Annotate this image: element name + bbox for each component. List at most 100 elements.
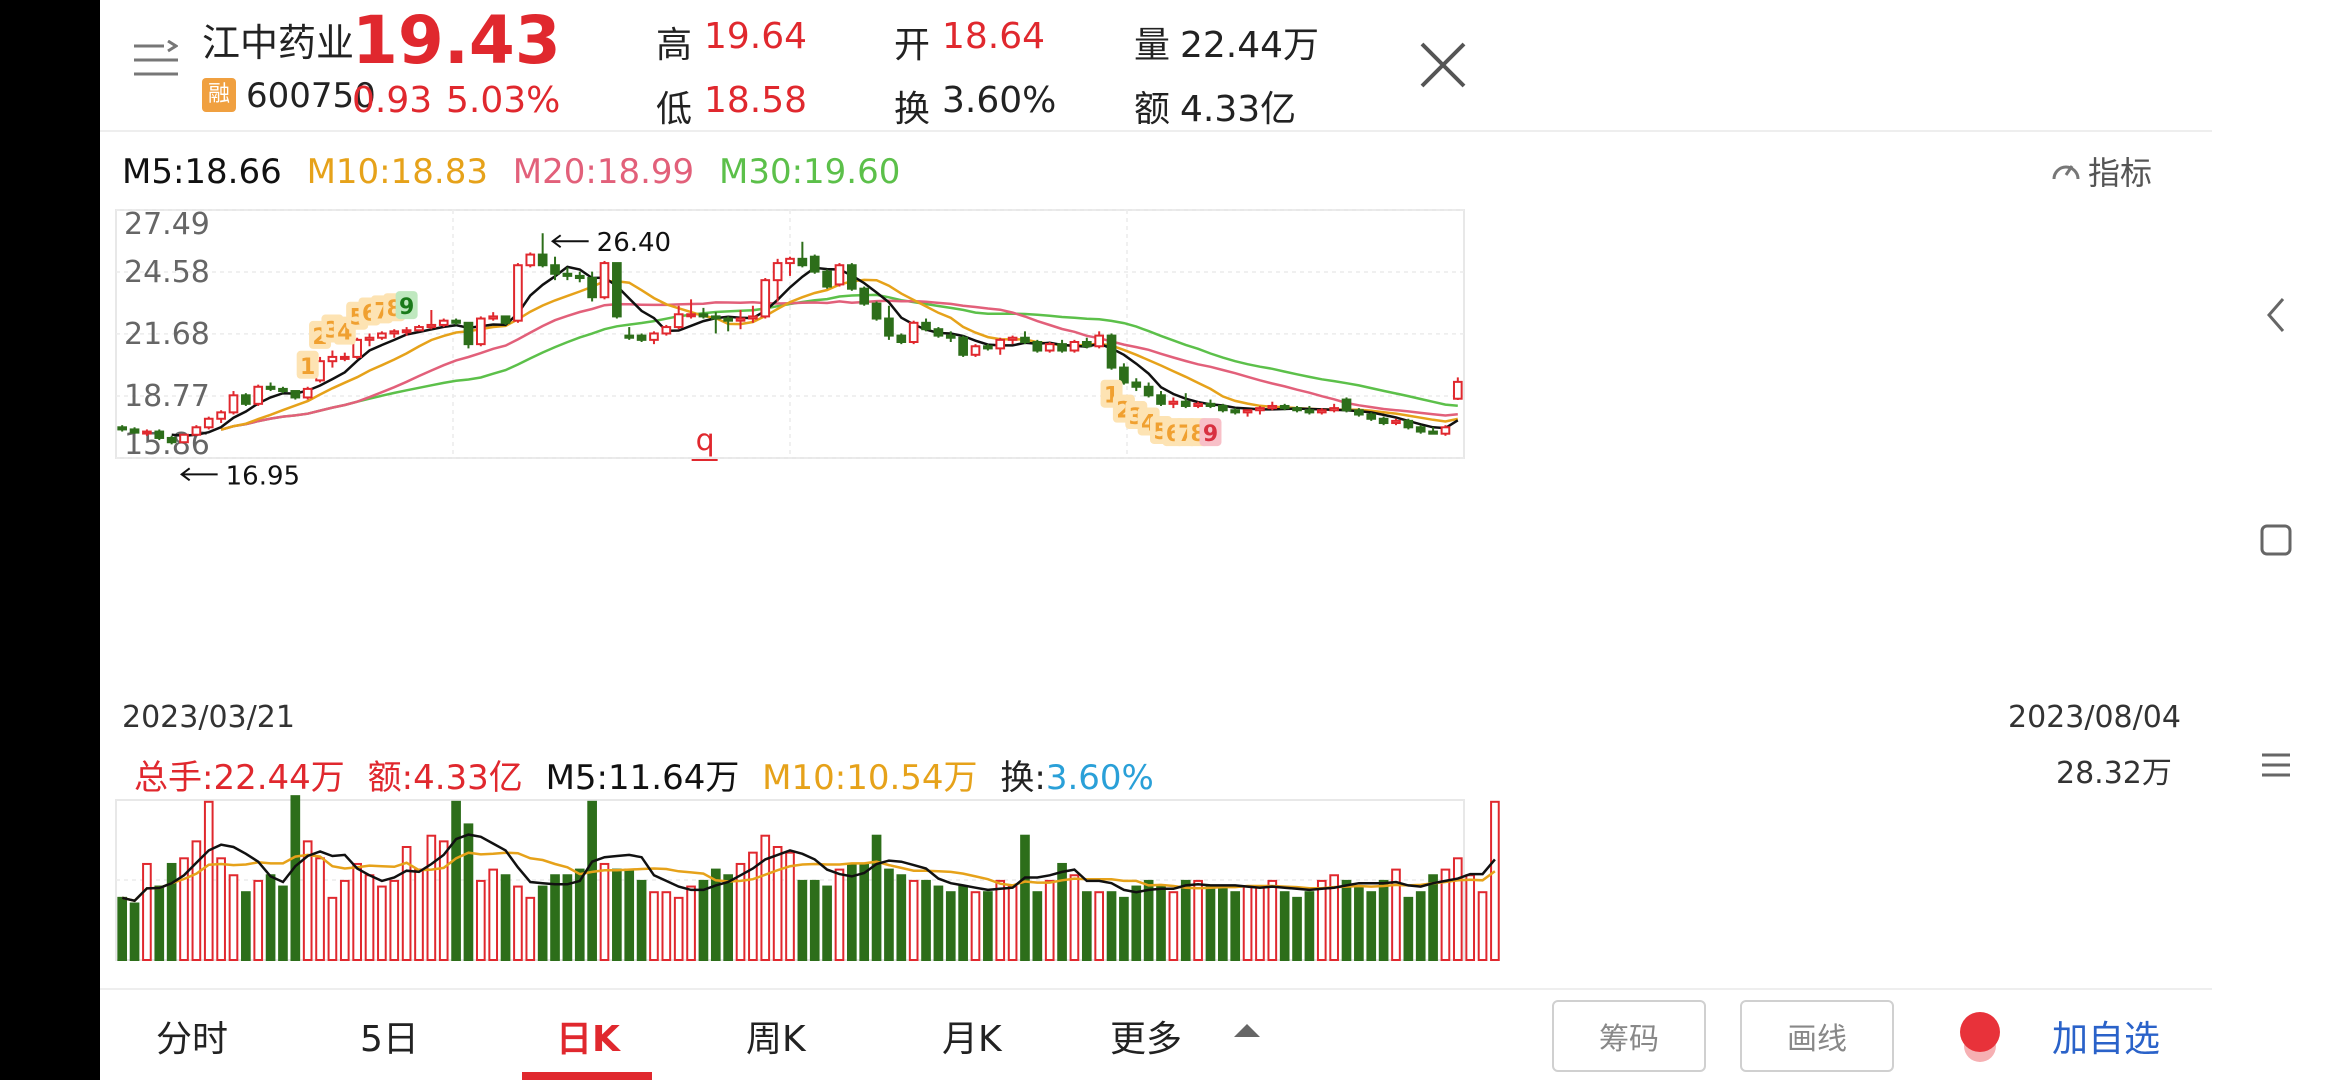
- candle: [1415, 425, 1426, 434]
- volume-bar: [117, 896, 128, 961]
- tab-monthly-k[interactable]: 月K: [942, 1019, 1002, 1060]
- volume-bar: [661, 891, 672, 961]
- add-watchlist-button[interactable]: 加自选: [2052, 1019, 2161, 1060]
- volume-bar: [216, 857, 226, 961]
- candle-body: [871, 302, 882, 320]
- tab-5day[interactable]: 5日: [360, 1019, 419, 1060]
- candle: [958, 335, 968, 357]
- candle-body: [241, 394, 251, 405]
- volume-bar: [1341, 879, 1352, 961]
- volume-bar: [710, 868, 721, 961]
- volume-bar: [587, 800, 597, 962]
- candle: [624, 327, 635, 340]
- high-value: 19.64: [704, 16, 808, 57]
- volume-bar: [612, 868, 622, 961]
- draw-button[interactable]: 画线: [1740, 1000, 1894, 1072]
- volume-bar: [772, 846, 783, 961]
- candle-body: [822, 270, 832, 288]
- volume-chart[interactable]: [100, 790, 2212, 970]
- candle-body: [1391, 419, 1401, 425]
- volume-bar: [599, 862, 610, 961]
- candle-body: [983, 345, 993, 350]
- candle: [401, 327, 412, 336]
- volume-bar: [1106, 891, 1117, 961]
- candle: [896, 333, 907, 345]
- volume-bar: [315, 857, 325, 961]
- volume-bar: [377, 885, 387, 961]
- candle: [117, 425, 128, 432]
- candle: [278, 386, 288, 394]
- y-tick-label: 24.58: [124, 255, 210, 290]
- record-dot-icon[interactable]: [1960, 1012, 2000, 1052]
- candle-body: [785, 257, 795, 265]
- candle: [1069, 339, 1080, 353]
- chips-button[interactable]: 筹码: [1552, 1000, 1706, 1072]
- volume-bar: [1131, 885, 1142, 961]
- volume-bar: [1440, 868, 1451, 961]
- volume-bar: [673, 896, 684, 961]
- volume-bar: [723, 874, 733, 961]
- candle: [1094, 331, 1105, 349]
- volume-bar: [1020, 834, 1030, 961]
- candle: [785, 256, 795, 276]
- candle-body: [1440, 426, 1451, 435]
- volume-legend: 总手:22.44万 额:4.33亿 M5:11.64万 M10:10.54万 换…: [134, 750, 1154, 799]
- volume-bar: [1069, 874, 1080, 961]
- candle: [327, 350, 338, 368]
- volume-bar: [389, 879, 400, 961]
- recents-icon[interactable]: [2212, 715, 2340, 815]
- sequence-label: 9: [1203, 422, 1218, 447]
- indicator-button[interactable]: 指标: [2050, 148, 2152, 194]
- candle-body: [649, 332, 659, 341]
- tab-more[interactable]: 更多: [1110, 1019, 1183, 1060]
- candle: [970, 344, 981, 357]
- candle-body: [958, 336, 968, 356]
- sequence-box: [395, 291, 418, 320]
- candle-body: [1354, 409, 1364, 416]
- candle-body: [1131, 381, 1142, 388]
- candle: [859, 286, 870, 306]
- volume-bar: [1366, 891, 1377, 961]
- candle-body: [735, 317, 746, 322]
- volume-max-label: 28.32万: [2056, 756, 2172, 791]
- candle-body: [847, 264, 857, 290]
- close-icon[interactable]: [1418, 40, 1468, 90]
- candle: [723, 316, 733, 332]
- candle-body: [834, 264, 845, 286]
- candle: [587, 271, 597, 302]
- volume-bar: [636, 879, 647, 961]
- home-icon[interactable]: [2212, 490, 2340, 590]
- candle: [822, 269, 832, 289]
- sequence-count: 9: [1199, 418, 1222, 447]
- candle: [1020, 331, 1030, 345]
- caret-up-icon[interactable]: [1234, 1024, 1260, 1037]
- misc-marker-label: q: [696, 423, 715, 458]
- candle-body: [228, 394, 239, 414]
- candle-body: [636, 334, 647, 341]
- candle: [772, 258, 783, 302]
- volume-bar: [1193, 879, 1203, 961]
- candle-body: [1378, 417, 1389, 425]
- sequence-box: [1199, 418, 1222, 447]
- candle: [389, 329, 400, 338]
- candle-body: [1329, 407, 1339, 412]
- volume-bar: [327, 896, 338, 961]
- candle-body: [364, 336, 375, 341]
- candle: [995, 337, 1006, 355]
- candle-body: [302, 387, 313, 399]
- volume-bar: [142, 862, 152, 961]
- candle-body: [1193, 402, 1203, 407]
- tab-weekly-k[interactable]: 周K: [746, 1019, 806, 1060]
- candle: [809, 254, 820, 274]
- tab-daily-k[interactable]: 日K: [556, 1019, 620, 1060]
- stock-name: 江中药业: [202, 21, 355, 65]
- candle: [1007, 335, 1018, 345]
- menu-icon[interactable]: [134, 39, 179, 80]
- candle-body: [463, 321, 474, 346]
- candle: [290, 390, 301, 400]
- tab-intraday[interactable]: 分时: [156, 1019, 229, 1060]
- system-navigation-bar: [2212, 0, 2340, 1080]
- back-icon[interactable]: [2212, 265, 2340, 365]
- candle-body: [995, 338, 1006, 350]
